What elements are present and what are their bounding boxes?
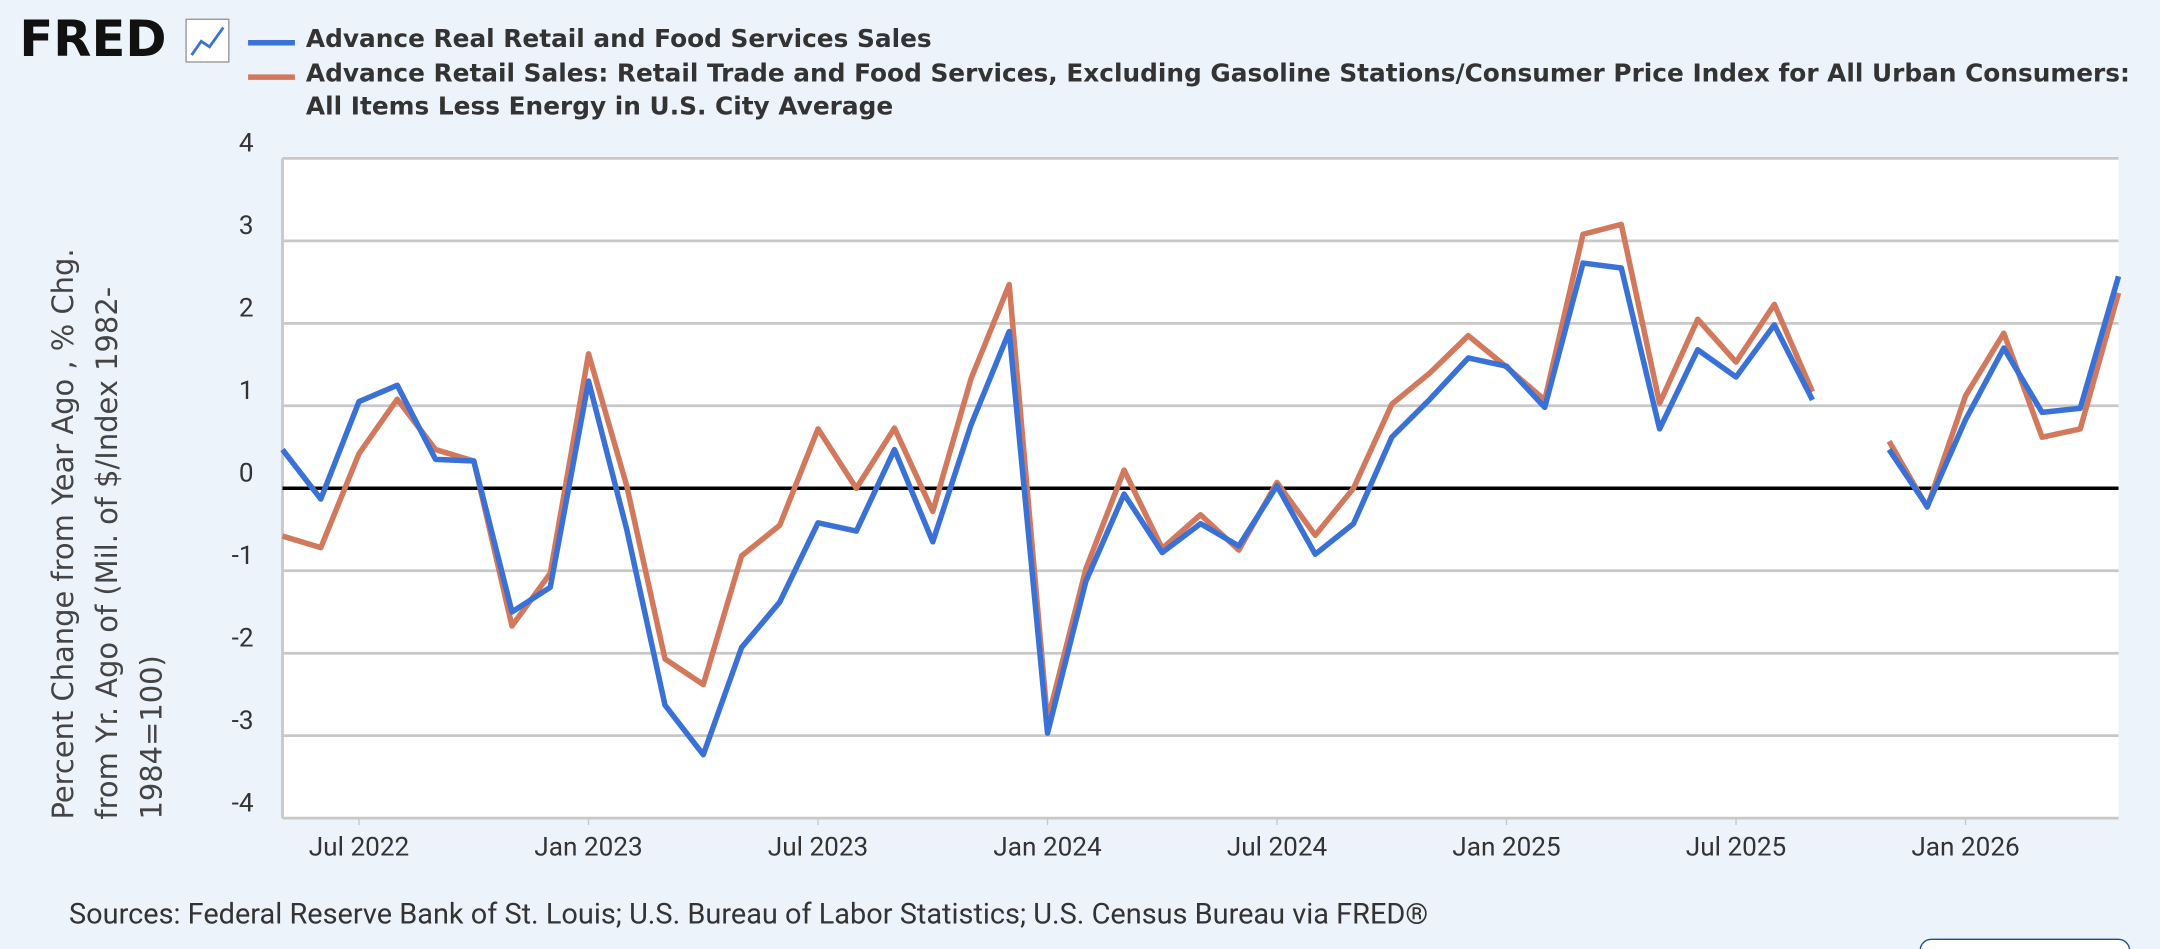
x-tick-label: Jan 2025 <box>1452 832 1560 862</box>
x-tick-label: Jul 2023 <box>768 832 869 862</box>
legend-entry: Advance Real Retail and Food Services Sa… <box>305 24 932 54</box>
y-tick-label: 0 <box>239 458 254 488</box>
series-line <box>280 260 2122 758</box>
y-axis-label: Percent Change from Year Ago , % Chg. fr… <box>46 248 169 820</box>
x-tick-label: Jul 2022 <box>309 832 410 862</box>
y-tick-label: 4 <box>239 129 254 159</box>
source: Sources: Federal Reserve Bank of St. Lou… <box>69 898 1428 932</box>
x-tick-label: Jul 2025 <box>1686 832 1786 862</box>
logo: FRED <box>19 10 166 68</box>
x-tick-label: Jan 2023 <box>534 832 642 862</box>
y-tick-label: -3 <box>232 706 254 736</box>
y-axis-label-box: Percent Change from Year Ago , % Chg. fr… <box>46 248 169 820</box>
x-tick-label: Jul 2024 <box>1227 832 1328 862</box>
x-tick-label: Jan 2024 <box>993 832 1102 862</box>
logo-icon <box>185 18 230 63</box>
y-tick-label: -2 <box>232 623 254 653</box>
y-tick-label: -4 <box>232 788 254 818</box>
legend-label: Advance Retail Sales: Retail Trade and F… <box>305 59 2130 122</box>
legend-entry: Advance Retail Sales: Retail Trade and F… <box>305 59 2130 122</box>
x-tick-label: Jan 2026 <box>1911 832 2019 862</box>
y-tick-label: 2 <box>239 293 254 323</box>
legend-label: Advance Real Retail and Food Services Sa… <box>305 24 932 54</box>
y-tick-label: 3 <box>239 211 254 241</box>
button[interactable] <box>1919 938 2131 949</box>
y-tick-label: 1 <box>239 376 254 406</box>
y-tick-label: -1 <box>232 541 254 571</box>
